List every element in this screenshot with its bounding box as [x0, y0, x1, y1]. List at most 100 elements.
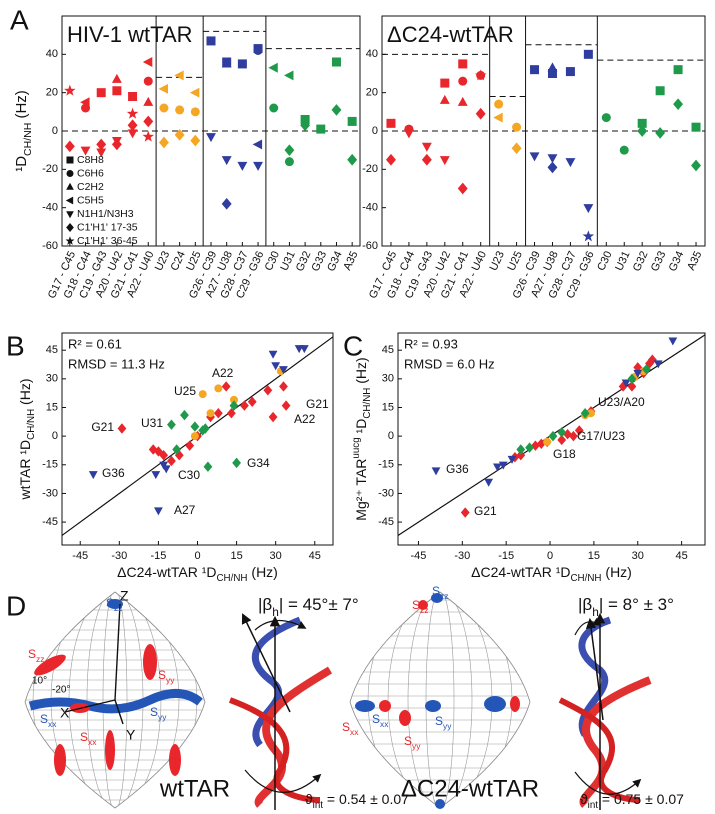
marker	[580, 408, 590, 419]
marker	[601, 113, 611, 123]
label-part: zz	[114, 603, 122, 613]
marker	[516, 444, 526, 455]
marker	[269, 103, 279, 113]
point-annotation: G34	[247, 456, 270, 470]
label-part: = 0.75 ± 0.07	[598, 791, 684, 807]
marker	[206, 133, 216, 143]
x-tick-label: 45	[309, 550, 321, 562]
marker	[111, 138, 122, 151]
x-tick-label: -15	[150, 550, 166, 562]
marker	[498, 461, 508, 470]
y-tick-label: -20	[42, 163, 58, 175]
marker	[637, 118, 647, 128]
axis-name: Z	[120, 588, 129, 604]
x-tick-label: -15	[498, 550, 514, 562]
label-part: Mg²⁺ TAR	[353, 459, 369, 521]
tensor-label: Syy	[158, 668, 175, 685]
helix-left	[228, 613, 333, 810]
marker	[154, 507, 163, 516]
theta-right: ϑint = 0.75 ± 0.07	[580, 791, 684, 811]
marker	[190, 421, 200, 432]
marker	[300, 119, 311, 132]
marker	[421, 142, 432, 152]
point-annotation: G17/U23	[577, 429, 625, 443]
x-axis-label: ΔC24-wtTAR ¹DCH/NH (Hz)	[471, 564, 632, 584]
label-part: yy	[443, 721, 452, 731]
marker	[96, 148, 107, 158]
point-annotation: G21	[474, 504, 497, 518]
marker	[112, 86, 122, 96]
panel-label: C	[343, 330, 363, 361]
x-tick-label: U23	[153, 249, 172, 272]
y-tick-label: 15	[382, 401, 394, 413]
marker	[543, 437, 552, 446]
label-part: ΔC24-wtTAR ¹D	[471, 564, 570, 580]
marker	[547, 161, 558, 174]
marker	[619, 145, 629, 155]
marker	[203, 461, 213, 472]
label-part: yy	[412, 741, 421, 751]
marker	[143, 76, 153, 86]
marker	[493, 112, 503, 123]
marker	[279, 381, 288, 392]
marker	[565, 158, 576, 168]
marker	[547, 69, 557, 78]
tensor-label: Sxx	[80, 730, 97, 747]
marker	[229, 400, 239, 411]
marker	[66, 156, 74, 164]
marker	[263, 385, 273, 396]
marker	[66, 211, 74, 219]
label-part: (Hz)	[13, 90, 30, 123]
marker	[637, 125, 648, 137]
y-tick-label: 45	[382, 344, 394, 356]
marker	[582, 230, 595, 242]
label-part: xx	[380, 719, 389, 729]
marker	[65, 196, 74, 205]
marker	[268, 350, 278, 359]
legend-label: C1'H1' 17-35	[77, 221, 138, 233]
marker	[530, 65, 540, 75]
label-part: |β	[258, 595, 272, 614]
label-part: wtTAR ¹D	[17, 440, 33, 501]
marker	[627, 373, 637, 385]
marker	[691, 159, 701, 172]
tensor-label: Sxx	[342, 720, 359, 737]
marker	[440, 78, 450, 88]
marker	[279, 366, 288, 375]
marker	[386, 153, 396, 166]
label-part: = 0.54 ± 0.07	[323, 791, 409, 807]
marker	[159, 103, 169, 113]
tensor-label: Sxx	[40, 712, 57, 729]
label-part: S	[372, 712, 380, 726]
tensor-label: Szz	[28, 647, 44, 664]
marker	[403, 129, 414, 139]
marker	[516, 450, 526, 461]
marker	[221, 58, 232, 68]
marker	[494, 99, 504, 109]
label-part: xx	[350, 727, 359, 737]
marker	[64, 84, 76, 96]
legend-label: C6H6	[77, 167, 104, 179]
point-annotation: G21	[91, 420, 114, 434]
label-part: S	[435, 714, 443, 728]
marker	[253, 46, 263, 55]
label-part: ϑ	[580, 791, 588, 807]
marker	[174, 128, 185, 141]
label-part: h	[592, 605, 599, 619]
marker	[128, 92, 138, 101]
marker	[347, 153, 358, 166]
marker	[200, 423, 210, 434]
marker	[80, 146, 91, 156]
x-tick-label: -45	[411, 550, 427, 562]
marker	[96, 138, 107, 151]
marker	[439, 94, 450, 104]
tensor-label: Syy	[404, 734, 421, 751]
x-tick-label: -30	[111, 550, 127, 562]
marker	[143, 96, 154, 106]
x-tick-label: A35	[341, 249, 360, 272]
label-part: int	[588, 800, 599, 811]
marker	[213, 408, 223, 419]
label-part: | = 8° ± 3°	[599, 595, 674, 614]
y-tick-label: -30	[42, 487, 58, 499]
